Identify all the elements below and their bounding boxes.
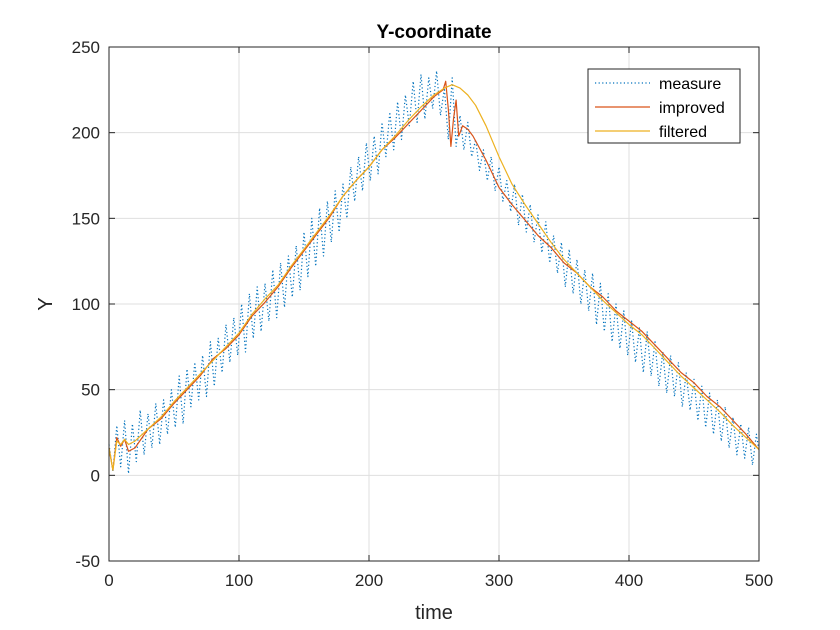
series-line-measure — [108, 70, 760, 475]
legend-filtered-label: filtered — [659, 124, 707, 141]
series-line-filtered — [108, 84, 760, 471]
y-tick-label: 100 — [72, 295, 100, 314]
y-tick-label: 50 — [81, 381, 100, 400]
x-tick-label: 200 — [355, 571, 383, 590]
chart-title: Y-coordinate — [376, 22, 491, 43]
y-tick-label: 250 — [72, 38, 100, 57]
legend: measure improved filtered — [587, 68, 741, 144]
y-tick-label: 200 — [72, 124, 100, 143]
y-tick-label: 150 — [72, 209, 100, 228]
y-tick-label: -50 — [75, 552, 100, 571]
legend-measure-label: measure — [659, 76, 721, 93]
x-axis-label: time — [415, 602, 453, 624]
x-tick-label: 100 — [225, 571, 253, 590]
y-axis-label: Y — [35, 297, 57, 310]
x-tick-label: 300 — [485, 571, 513, 590]
legend-improved-label: improved — [659, 100, 725, 117]
series-layer — [108, 70, 760, 475]
y-tick-label: 0 — [91, 466, 100, 485]
series-line-improved — [108, 80, 760, 471]
x-tick-label: 500 — [745, 571, 773, 590]
x-tick-label: 400 — [615, 571, 643, 590]
x-tick-label: 0 — [104, 571, 113, 590]
